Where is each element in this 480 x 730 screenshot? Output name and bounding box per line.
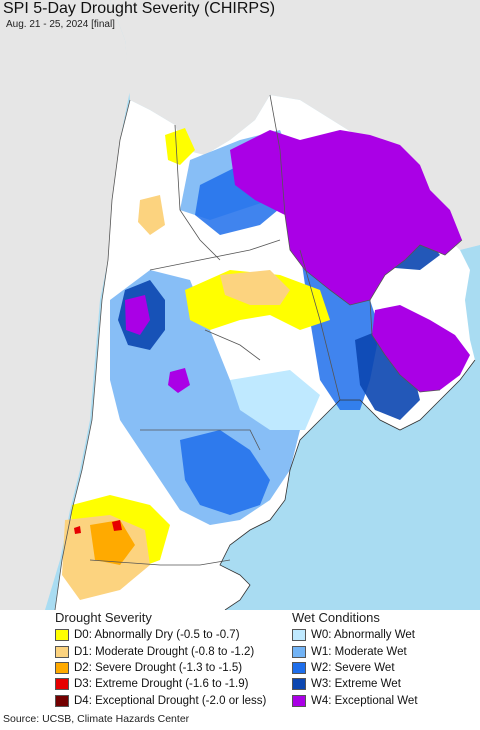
- legend-label-w2: W2: Severe Wet: [311, 661, 395, 674]
- d3-zone-south: [112, 520, 122, 531]
- map-canvas: [0, 0, 480, 610]
- swatch-w1: [292, 645, 306, 658]
- legend-label-d2: D2: Severe Drought (-1.3 to -1.5): [74, 661, 243, 674]
- legend-item-w3: W3: Extreme Wet: [292, 676, 418, 692]
- legend: Drought Severity D0: Abnormally Dry (-0.…: [0, 610, 480, 710]
- w4-zone-paraguay: [230, 130, 462, 305]
- map-subtitle: Aug. 21 - 25, 2024 [final]: [6, 19, 115, 30]
- w0-zone: [230, 370, 320, 430]
- legend-label-d4: D4: Exceptional Drought (-2.0 or less): [74, 694, 267, 707]
- drought-legend: Drought Severity D0: Abnormally Dry (-0.…: [55, 610, 266, 709]
- wet-legend-heading: Wet Conditions: [292, 610, 380, 625]
- legend-item-d1: D1: Moderate Drought (-0.8 to -1.2): [55, 643, 266, 659]
- swatch-d3: [55, 678, 69, 691]
- swatch-d1: [55, 645, 69, 658]
- legend-label-w4: W4: Exceptional Wet: [311, 694, 418, 707]
- legend-item-d0: D0: Abnormally Dry (-0.5 to -0.7): [55, 627, 266, 643]
- d0-zone-north: [165, 128, 195, 165]
- swatch-w4: [292, 694, 306, 707]
- legend-label-w3: W3: Extreme Wet: [311, 678, 401, 691]
- d2-zone-south: [90, 520, 135, 565]
- legend-label-d1: D1: Moderate Drought (-0.8 to -1.2): [74, 645, 255, 658]
- legend-item-d3: D3: Extreme Drought (-1.6 to -1.9): [55, 676, 266, 692]
- legend-label-d0: D0: Abnormally Dry (-0.5 to -0.7): [74, 629, 240, 642]
- region-borders: [54, 94, 463, 610]
- w3-zone-2: [355, 330, 420, 420]
- legend-label-d3: D3: Extreme Drought (-1.6 to -1.9): [74, 678, 249, 691]
- legend-item-w1: W1: Moderate Wet: [292, 643, 418, 659]
- source-credit: Source: UCSB, Climate Hazards Center: [3, 713, 190, 725]
- wet-legend: Wet Conditions W0: Abnormally Wet W1: Mo…: [292, 610, 418, 709]
- swatch-w0: [292, 629, 306, 642]
- map-title: SPI 5-Day Drought Severity (CHIRPS): [3, 0, 276, 17]
- legend-item-w0: W0: Abnormally Wet: [292, 627, 418, 643]
- legend-label-w0: W0: Abnormally Wet: [311, 629, 415, 642]
- w4-zone-cuyo-2: [168, 368, 190, 393]
- outside-land-north: [110, 0, 480, 250]
- legend-label-w1: W1: Moderate Wet: [311, 645, 407, 658]
- d1-zone-north: [138, 195, 165, 235]
- d1-zone-central: [220, 270, 290, 305]
- outside-land-west: [0, 0, 130, 610]
- legend-item-d2: D2: Severe Drought (-1.3 to -1.5): [55, 660, 266, 676]
- swatch-d2: [55, 661, 69, 674]
- swatch-d4: [55, 694, 69, 707]
- swatch-d0: [55, 629, 69, 642]
- swatch-w3: [292, 678, 306, 691]
- coastline: [219, 359, 476, 610]
- legend-item-d4: D4: Exceptional Drought (-2.0 or less): [55, 693, 266, 709]
- drought-map: SPI 5-Day Drought Severity (CHIRPS) Aug.…: [0, 0, 480, 610]
- legend-item-w2: W2: Severe Wet: [292, 660, 418, 676]
- d3-zone-south-2: [74, 526, 81, 534]
- w4-zone-cuyo: [125, 295, 150, 335]
- legend-item-w4: W4: Exceptional Wet: [292, 693, 418, 709]
- swatch-w2: [292, 661, 306, 674]
- drought-legend-heading: Drought Severity: [55, 610, 152, 625]
- w2-zone: [180, 430, 270, 515]
